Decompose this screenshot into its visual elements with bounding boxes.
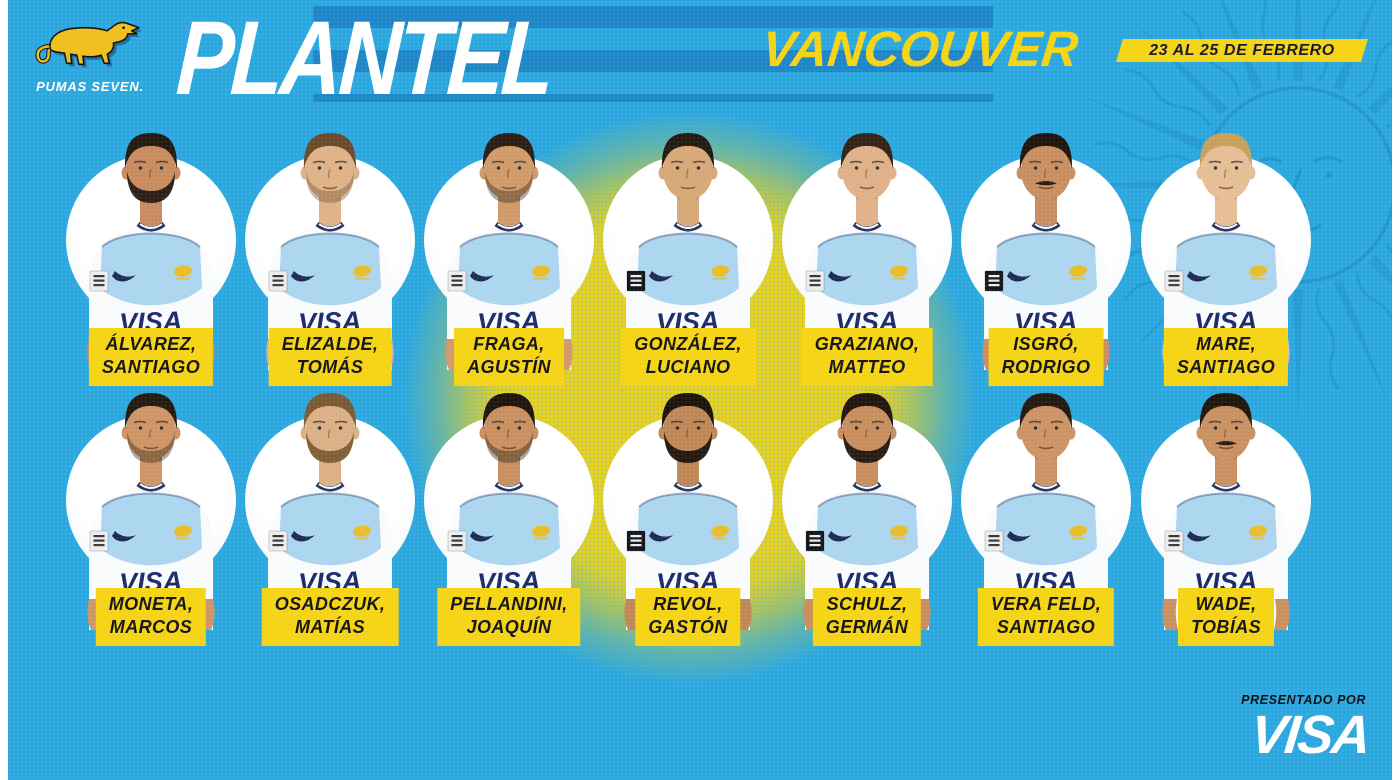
player-surname: FRAGA, (473, 334, 545, 354)
player-surname: VERA FELD, (990, 594, 1102, 614)
player-given-name: AGUSTÍN (467, 357, 551, 378)
player-given-name: GERMÁN (825, 617, 909, 638)
player-name-label: ELIZALDE, TOMÁS (268, 328, 392, 387)
visa-logo: VISA (1247, 705, 1373, 766)
pumas-seven-logo: PUMAS SEVEN. (34, 18, 146, 94)
player-given-name: SANTIAGO (996, 617, 1096, 638)
player-name-label: PELLANDINI, JOAQUÍN (437, 588, 581, 647)
player-card: VISA SCHULZ, GERMÁN (752, 385, 982, 670)
player-given-name: TOBÍAS (1190, 617, 1262, 638)
player-given-name: LUCIANO (645, 357, 731, 378)
player-surname: OSADCZUK, (274, 594, 386, 614)
puma-icon (35, 21, 142, 68)
player-card: VISA GONZÁLEZ, LUCIANO (573, 125, 803, 410)
poster-title: PLANTEL (173, 0, 555, 117)
player-name-label: MONETA, MARCOS (95, 588, 207, 647)
player-card: VISA GRAZIANO, MATTEO (752, 125, 982, 410)
player-name-label: REVOL, GASTÓN (635, 588, 741, 647)
player-card: VISA FRAGA, AGUSTÍN (394, 125, 624, 410)
player-surname: MONETA, (108, 594, 194, 614)
player-surname: PELLANDINI, (450, 594, 568, 614)
player-given-name: JOAQUÍN (466, 617, 552, 638)
player-given-name: MATÍAS (294, 617, 366, 638)
player-name-label: FRAGA, AGUSTÍN (454, 328, 564, 387)
player-card: VISA VERA FELD, SANTIAGO (931, 385, 1161, 670)
player-card: VISA ISGRÓ, RODRIGO (931, 125, 1161, 410)
brand-name: PUMAS SEVEN. (36, 79, 144, 94)
player-card: VISA WADE, TOBÍAS (1111, 385, 1341, 670)
player-surname: REVOL, (653, 594, 723, 614)
player-name-label: ÁLVAREZ, SANTIAGO (88, 328, 214, 387)
player-name-label: WADE, TOBÍAS (1177, 588, 1275, 647)
player-card: VISA ELIZALDE, TOMÁS (215, 125, 445, 410)
player-card: VISA OSADCZUK, MATÍAS (215, 385, 445, 670)
player-card: VISA REVOL, GASTÓN (573, 385, 803, 670)
player-given-name: GASTÓN (648, 617, 728, 638)
player-given-name: TOMÁS (296, 357, 364, 378)
player-name-label: MARE, SANTIAGO (1163, 328, 1289, 387)
player-card: VISA ÁLVAREZ, SANTIAGO (36, 125, 266, 410)
player-card: VISA PELLANDINI, JOAQUÍN (394, 385, 624, 670)
player-surname: ELIZALDE, (281, 334, 379, 354)
player-surname: ISGRÓ, (1013, 334, 1079, 354)
player-name-label: GONZÁLEZ, LUCIANO (621, 328, 755, 387)
header-stripes (313, 0, 993, 102)
player-name-label: ISGRÓ, RODRIGO (988, 328, 1104, 387)
player-name-label: OSADCZUK, MATÍAS (261, 588, 399, 647)
player-given-name: MARCOS (109, 617, 193, 638)
player-name-label: VERA FELD, SANTIAGO (977, 588, 1115, 647)
player-name-label: SCHULZ, GERMÁN (812, 588, 922, 647)
player-given-name: SANTIAGO (101, 357, 201, 378)
player-card: VISA MONETA, MARCOS (36, 385, 266, 670)
player-surname: GONZÁLEZ, (634, 334, 742, 354)
date-range: 23 AL 25 DE FEBRERO (1149, 42, 1335, 59)
player-given-name: MATTEO (828, 357, 906, 378)
player-surname: SCHULZ, (826, 594, 908, 614)
player-name-label: GRAZIANO, MATTEO (801, 328, 933, 387)
date-band: 23 AL 25 DE FEBRERO (1116, 39, 1368, 62)
event-city: VANCOUVER (759, 21, 1081, 77)
player-given-name: SANTIAGO (1176, 357, 1276, 378)
poster: PUMAS SEVEN. PLANTEL VANCOUVER 23 AL 25 … (8, 0, 1392, 780)
presented-by-label: PRESENTADO POR (1241, 693, 1366, 708)
player-surname: ÁLVAREZ, (105, 334, 197, 354)
player-surname: WADE, (1195, 594, 1257, 614)
player-surname: MARE, (1195, 334, 1256, 354)
player-surname: GRAZIANO, (814, 334, 920, 354)
player-given-name: RODRIGO (1001, 357, 1091, 378)
sponsor-block: PRESENTADO POR VISA (1241, 693, 1372, 765)
player-card: VISA MARE, SANTIAGO (1111, 125, 1341, 410)
